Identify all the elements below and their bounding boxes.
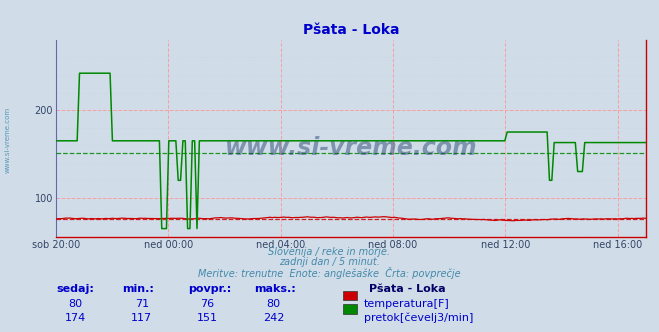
Text: min.:: min.:	[122, 284, 154, 294]
Text: www.si-vreme.com: www.si-vreme.com	[225, 136, 477, 160]
Text: 76: 76	[200, 299, 215, 309]
Text: Meritve: trenutne  Enote: anglešaške  Črta: povprečje: Meritve: trenutne Enote: anglešaške Črta…	[198, 267, 461, 279]
Text: pretok[čevelj3/min]: pretok[čevelj3/min]	[364, 313, 473, 323]
Text: povpr.:: povpr.:	[188, 284, 231, 294]
Text: zadnji dan / 5 minut.: zadnji dan / 5 minut.	[279, 257, 380, 267]
Text: sedaj:: sedaj:	[56, 284, 94, 294]
Text: 151: 151	[197, 313, 218, 323]
Text: 71: 71	[134, 299, 149, 309]
Text: Pšata - Loka: Pšata - Loka	[369, 284, 445, 294]
Title: Pšata - Loka: Pšata - Loka	[302, 23, 399, 37]
Text: www.si-vreme.com: www.si-vreme.com	[5, 106, 11, 173]
Text: maks.:: maks.:	[254, 284, 295, 294]
Text: 117: 117	[131, 313, 152, 323]
Text: temperatura[F]: temperatura[F]	[364, 299, 449, 309]
Text: 80: 80	[69, 299, 83, 309]
Text: 80: 80	[266, 299, 281, 309]
Text: 242: 242	[263, 313, 284, 323]
Text: Slovenija / reke in morje.: Slovenija / reke in morje.	[268, 247, 391, 257]
Text: 174: 174	[65, 313, 86, 323]
